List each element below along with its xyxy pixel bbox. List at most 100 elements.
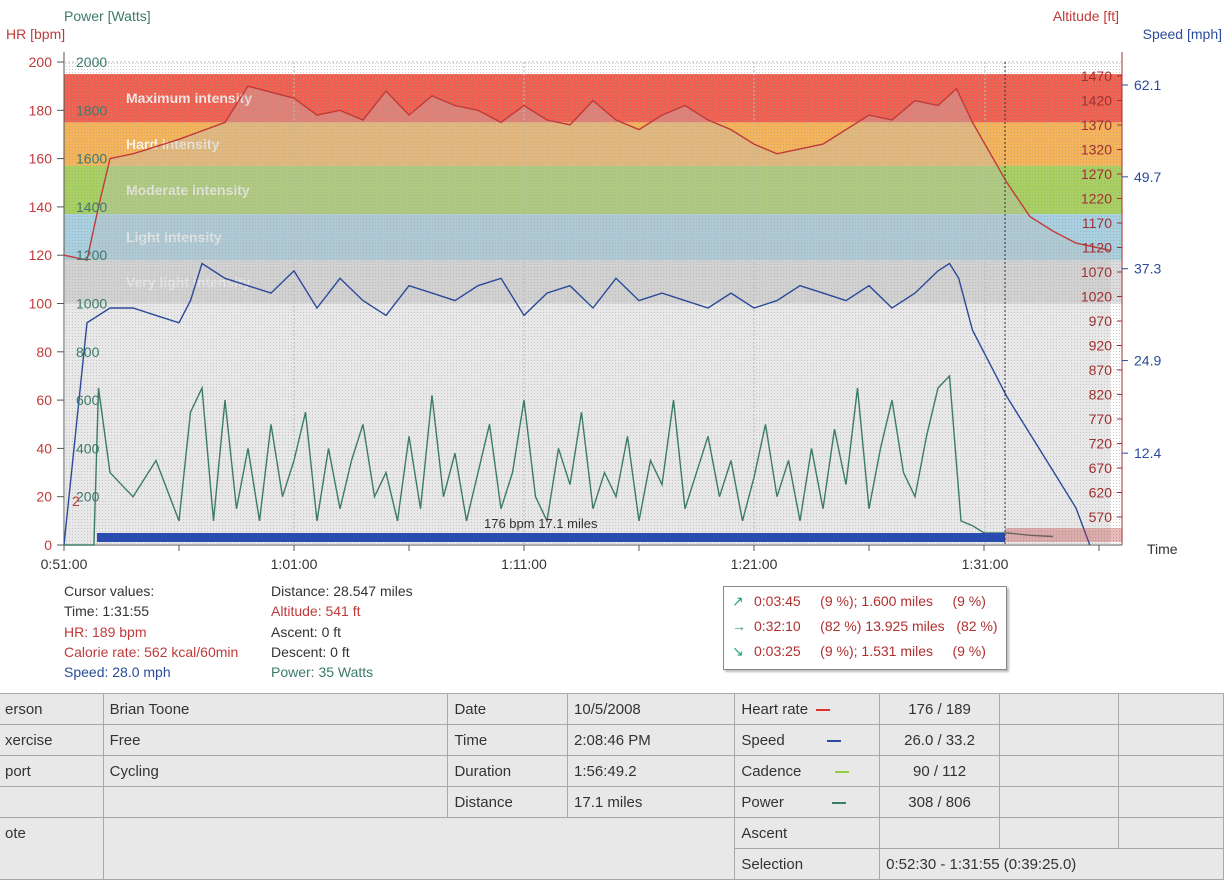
power-tick-label: 1800: [76, 102, 107, 118]
empty-cell: [998, 724, 1120, 756]
cursor-calorie: Calorie rate: 562 kcal/60min: [64, 643, 239, 660]
exercise-chart[interactable]: Maximum intensityHard intensityModerate …: [0, 0, 1226, 580]
empty-cell: [1118, 724, 1224, 756]
sport-value: Cycling: [102, 755, 449, 787]
altitude-area: [64, 86, 1111, 546]
hr-tick-label: 160: [29, 151, 53, 167]
downhill-arrow-icon: ↘: [732, 643, 744, 659]
power-swatch: [831, 801, 846, 804]
cursor-time: Time: 1:31:55: [64, 603, 150, 620]
altitude-tick-label: 1420: [1081, 93, 1112, 109]
hr-tick-label: 40: [36, 440, 52, 456]
power-tick-label: 1400: [76, 199, 107, 215]
time-tick-label: 1:31:00: [962, 556, 1009, 572]
altitude-tick-label: 1320: [1081, 142, 1112, 158]
person-value: Brian Toone: [102, 693, 449, 725]
date-label: Date: [447, 693, 569, 725]
altitude-tick-label: 1270: [1081, 166, 1112, 182]
altitude-tick-label: 820: [1089, 387, 1113, 403]
note-value[interactable]: [102, 817, 736, 880]
series-line-speed: [63, 262, 1091, 546]
table-row: Selection 0:52:30 - 1:31:55 (0:39:25.0): [0, 848, 1224, 880]
segment-row-up: ↗ 0:03:45 (9 %); 1.600 miles (9 %): [732, 593, 986, 609]
time-tick-label: 1:01:00: [271, 556, 318, 572]
cursor-values-panel: Cursor values: Time: 1:31:55 HR: 189 bpm…: [64, 581, 238, 682]
hr-tick-label: 80: [36, 344, 52, 360]
hr-value: 176 / 189: [879, 693, 1000, 725]
altitude-tick-label: 920: [1089, 338, 1113, 354]
cursor-descent: Descent: 0 ft: [271, 643, 350, 660]
speed-tick-label: 24.9: [1134, 353, 1161, 369]
cadence-label: Cadence: [734, 755, 881, 787]
hr-tick-label: 100: [29, 296, 53, 312]
speed-swatch: [826, 739, 841, 742]
power-tick-label: 1000: [76, 296, 107, 312]
cursor-hr: HR: 189 bpm: [64, 623, 147, 640]
distance-label: Distance: [447, 786, 569, 818]
altitude-tick-label: 1170: [1082, 215, 1112, 231]
hr-swatch: [816, 708, 831, 711]
hr-tick-label: 180: [29, 102, 53, 118]
exercise-label: xercise: [0, 724, 104, 756]
exercise-summary-table: erson Brian Toone Date 10/5/2008 Heart r…: [0, 693, 1224, 880]
hr-label: Heart rate: [734, 693, 881, 725]
speed-tick-label: 49.7: [1134, 169, 1161, 185]
cursor-distance: Distance: 28.547 miles: [271, 583, 413, 599]
time-value: 2:08:46 PM: [567, 724, 736, 756]
selection-value: 0:52:30 - 1:31:55 (0:39:25.0): [879, 848, 1224, 880]
power-axis-title: Power [Watts]: [64, 8, 151, 24]
power-tick-label: 200: [76, 489, 100, 505]
altitude-tick-label: 1370: [1081, 117, 1112, 133]
series-line-heart-rate: [63, 85, 1111, 261]
empty-cell: [0, 786, 104, 818]
empty-cell: [102, 786, 449, 818]
cursor-speed: Speed: 28.0 mph: [64, 664, 171, 681]
altitude-tick-label: 870: [1089, 362, 1113, 378]
distance-value: 17.1 miles: [567, 786, 736, 818]
cursor-altitude: Altitude: 541 ft: [271, 603, 361, 620]
power-tick-label: 2000: [76, 54, 107, 70]
cursor-ascent: Ascent: 0 ft: [271, 623, 342, 640]
table-row: Distance 17.1 miles Power 308 / 806: [0, 786, 1224, 818]
selection-bar-end: [1005, 528, 1122, 542]
cursor-values-panel-2: Distance: 28.547 miles Altitude: 541 ft …: [271, 581, 413, 682]
empty-cell: [998, 693, 1120, 725]
time-label: Time: [447, 724, 569, 756]
altitude-tick-label: 1220: [1081, 191, 1112, 207]
altitude-tick-label: 670: [1089, 460, 1113, 476]
cadence-value: 90 / 112: [879, 755, 1000, 787]
hr-tick-label: 140: [29, 199, 53, 215]
person-label: erson: [0, 693, 104, 725]
empty-cell: [1118, 693, 1224, 725]
power-tick-label: 1200: [76, 247, 107, 263]
empty-cell: [998, 817, 1120, 849]
empty-cell: [1118, 755, 1224, 787]
segment-row-flat: → 0:32:10 (82 %) 13.925 miles (82 %): [732, 618, 998, 634]
power-tick-label: 1600: [76, 151, 107, 167]
hr-tick-label: 120: [29, 247, 53, 263]
segment-summary-box: ↗ 0:03:45 (9 %); 1.600 miles (9 %) → 0:32:…: [723, 586, 1007, 670]
table-row: xercise Free Time 2:08:46 PM Speed 26.0 …: [0, 724, 1224, 756]
segment-row-down: ↘ 0:03:25 (9 %); 1.531 miles (9 %): [732, 643, 986, 659]
speed-axis-title: Speed [mph]: [1142, 26, 1222, 42]
altitude-tick-label: 970: [1089, 313, 1113, 329]
altitude-tick-label: 1020: [1081, 289, 1112, 305]
empty-cell: [998, 755, 1120, 787]
altitude-tick-label: 570: [1089, 509, 1113, 525]
cursor-title: Cursor values:: [64, 583, 155, 599]
altitude-tick-label: 720: [1089, 436, 1113, 452]
altitude-tick-label: 1120: [1082, 240, 1112, 256]
altitude-tick-label: 1470: [1081, 68, 1112, 84]
table-row: ote Ascent: [0, 817, 1224, 880]
uphill-arrow-icon: ↗: [732, 593, 744, 609]
altitude-tick-label: 620: [1089, 485, 1113, 501]
empty-cell: [879, 817, 1000, 849]
selection-label: Selection: [734, 848, 881, 880]
altitude-tick-label: 1070: [1081, 264, 1112, 280]
speed-tick-label: 62.1: [1134, 77, 1161, 93]
time-tick-label: 0:51:00: [41, 556, 88, 572]
series-line-power: [64, 374, 1054, 546]
chart-hatch: [64, 62, 1122, 545]
cadence-swatch: [835, 770, 850, 773]
hr-tick-label: 20: [36, 489, 52, 505]
